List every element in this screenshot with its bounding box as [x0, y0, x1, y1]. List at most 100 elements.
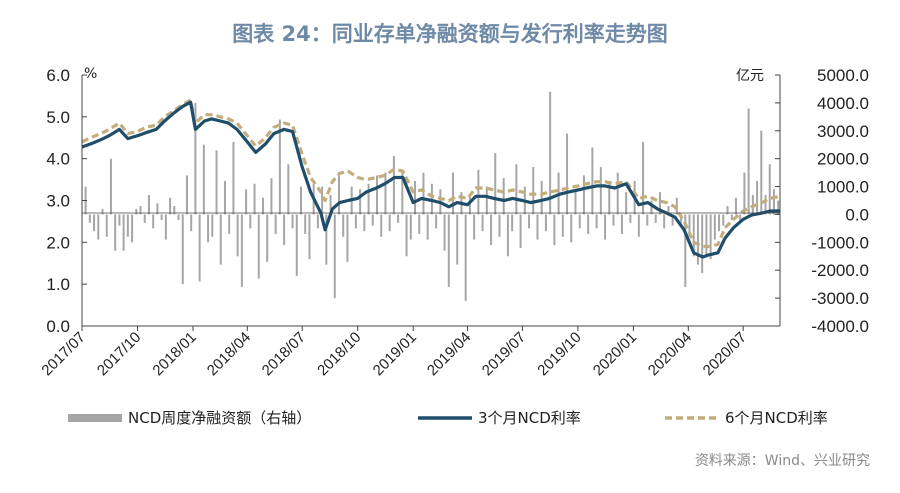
net-financing-bar	[625, 192, 628, 215]
net-financing-bar	[299, 186, 302, 215]
right-axis-ticks: -4000.0 -3000.0 -2000.0 -1000.0 0.0 1000.0 200…	[775, 66, 869, 336]
right-tick-label: 1000.0	[817, 178, 869, 197]
net-financing-bar	[139, 206, 142, 215]
net-financing-bar	[321, 186, 324, 215]
net-financing-bar	[278, 119, 281, 215]
right-tick-label: 3000.0	[817, 122, 869, 141]
x-tick-label: 2018/04	[204, 329, 254, 379]
left-tick-label: 6.0	[46, 66, 70, 85]
net-financing-bar	[718, 214, 721, 232]
net-financing-bar	[578, 214, 581, 229]
chart-title: 图表 24：同业存单净融资额与发行利率走势图	[232, 22, 668, 46]
net-financing-bar	[198, 214, 201, 282]
net-financing-bar	[464, 214, 467, 301]
net-financing-bar	[604, 214, 607, 240]
left-tick-label: 0.0	[46, 317, 70, 336]
left-axis-unit: %	[84, 66, 97, 82]
net-financing-bar	[181, 214, 184, 285]
net-financing-bar	[574, 192, 577, 215]
net-financing-bar	[435, 214, 438, 229]
net-financing-bar	[587, 214, 590, 234]
net-financing-bar	[185, 175, 188, 215]
x-tick-label: 2017/07	[38, 329, 88, 379]
net-financing-bar	[485, 186, 488, 215]
net-financing-bar	[494, 153, 497, 215]
net-financing-bar	[405, 214, 408, 257]
net-financing-bar	[160, 214, 163, 221]
net-financing-bar	[760, 130, 763, 215]
net-financing-bar	[642, 141, 645, 215]
net-financing-bar	[291, 214, 294, 229]
net-financing-bar	[456, 214, 459, 265]
net-financing-bar	[236, 214, 239, 257]
x-tick-label: 2020/04	[645, 329, 695, 379]
net-financing-bar	[97, 214, 100, 240]
net-financing-bar	[93, 214, 96, 232]
net-financing-bar	[756, 180, 759, 215]
net-financing-bar	[418, 214, 421, 234]
net-financing-bar	[426, 214, 429, 240]
net-financing-bar	[696, 214, 699, 265]
net-financing-bar	[240, 214, 243, 287]
net-financing-bar	[190, 214, 193, 232]
net-financing-bar	[701, 214, 704, 274]
net-financing-bar	[553, 214, 556, 246]
legend-label-6m: 6个月NCD利率	[725, 409, 828, 427]
net-financing-bar	[371, 214, 374, 226]
net-financing-bar	[768, 164, 771, 215]
net-financing-bar	[595, 214, 598, 229]
net-financing-bar	[747, 108, 750, 215]
net-financing-bar	[667, 206, 670, 215]
net-financing-bar	[713, 214, 716, 240]
net-financing-bar	[283, 214, 286, 246]
net-financing-bar	[228, 214, 231, 234]
left-axis-ticks: 0.0 1.0 2.0 3.0 4.0 5.0 6.0	[46, 66, 87, 336]
net-financing-bar	[561, 214, 564, 237]
net-financing-bar	[143, 214, 146, 223]
bar-series	[84, 91, 780, 301]
net-financing-bar	[502, 178, 505, 215]
net-financing-bar	[734, 197, 737, 215]
net-financing-bar	[169, 197, 172, 215]
x-tick-label: 2019/04	[424, 329, 474, 379]
net-financing-bar	[684, 214, 687, 287]
net-financing-bar	[118, 214, 121, 226]
net-financing-bar	[397, 214, 400, 223]
net-financing-bar	[739, 214, 742, 223]
net-financing-bar	[528, 214, 531, 229]
net-financing-bar	[490, 214, 493, 246]
net-financing-bar	[570, 214, 573, 243]
right-tick-label: -4000.0	[811, 317, 869, 336]
axes: 0.0 1.0 2.0 3.0 4.0 5.0 6.0 -4000.0 -3000.0 -200…	[38, 66, 869, 379]
left-tick-label: 2.0	[46, 233, 70, 252]
net-financing-bar	[109, 158, 112, 215]
source-note: 资料来源：Wind、兴业研究	[695, 453, 870, 469]
net-financing-bar	[156, 203, 159, 215]
net-financing-bar	[414, 180, 417, 215]
net-financing-bar	[354, 214, 357, 229]
plot-area	[81, 91, 781, 301]
x-tick-label: 2019/01	[370, 329, 420, 379]
net-financing-bar	[131, 214, 134, 243]
net-financing-bar	[422, 172, 425, 215]
net-financing-bar	[266, 214, 269, 262]
net-financing-bar	[726, 206, 729, 215]
x-tick-label: 2019/10	[534, 329, 584, 379]
net-financing-bar	[333, 214, 336, 299]
right-tick-label: -1000.0	[811, 233, 869, 252]
net-financing-bar	[257, 214, 260, 279]
net-financing-bar	[777, 200, 780, 215]
net-financing-bar	[122, 214, 125, 251]
right-tick-label: 2000.0	[817, 150, 869, 169]
net-financing-bar	[376, 175, 379, 215]
net-financing-bar	[468, 194, 471, 215]
net-financing-bar	[473, 214, 476, 240]
line-6m-ncd-rate	[81, 98, 781, 249]
net-financing-bar	[245, 189, 248, 215]
net-financing-bar	[401, 169, 404, 215]
net-financing-bar	[705, 214, 708, 257]
net-financing-bar	[135, 208, 138, 215]
net-financing-bar	[443, 214, 446, 251]
net-financing-bar	[549, 91, 552, 215]
